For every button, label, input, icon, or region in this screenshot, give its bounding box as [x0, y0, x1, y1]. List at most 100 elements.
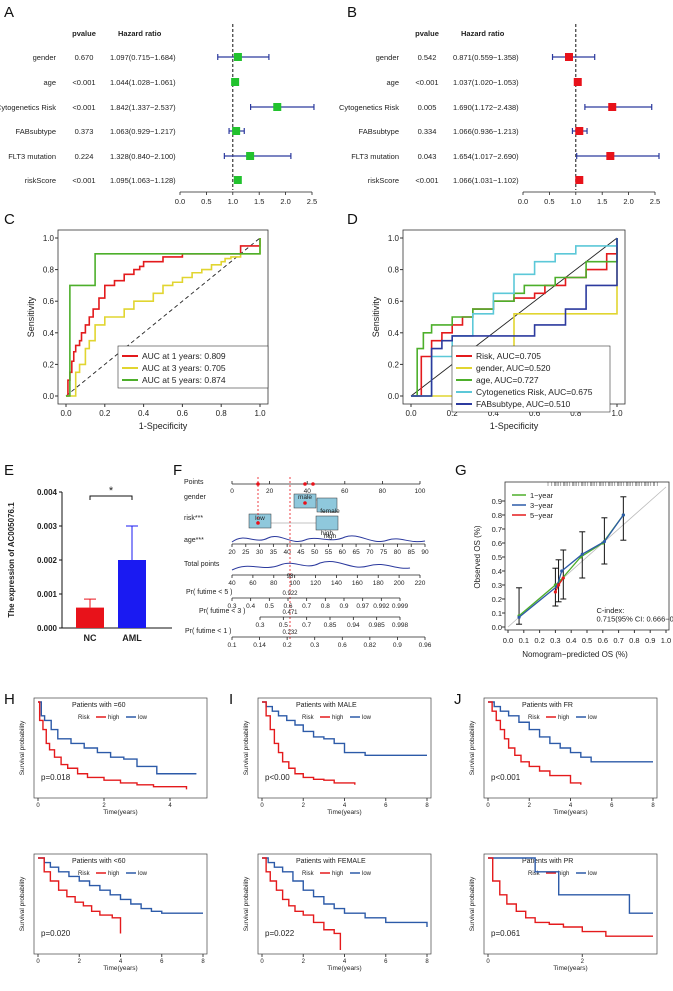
significance-bracket: [89, 495, 133, 500]
roc-y-tick-label: 0.4: [43, 329, 55, 338]
km-legend-low: low: [588, 871, 598, 877]
calib-y-tick-label: 0.6: [492, 539, 502, 548]
nomogram-total-density: [231, 561, 411, 571]
nomogram-box-label: high: [321, 530, 334, 537]
forest-point: [246, 152, 255, 160]
forest-row-label: FABsubtype: [16, 127, 56, 136]
km-y-label: Survival probability: [19, 720, 26, 775]
km-title: Patients with =60: [72, 702, 126, 709]
km-pvalue: p<0.001: [491, 773, 521, 782]
km-x-tick-label: 6: [384, 803, 388, 809]
nomogram-tick-label: 0.999: [392, 603, 409, 610]
nomogram-box-label: low: [255, 515, 265, 522]
km-plot-J2: Patients with PR Risk high low p=0.061 0 2Time…: [469, 853, 658, 972]
nomogram-tick-label: 65: [352, 549, 360, 556]
bar-category-label: NC: [84, 633, 97, 643]
forest-row-label: FLT3 mutation: [8, 152, 56, 161]
calib-point: [602, 540, 606, 544]
roc-legend-label: Cytogenetics Risk, AUC=0.675: [476, 387, 593, 397]
calib-x-tick-label: 0.2: [534, 636, 544, 645]
km-legend-title: Risk: [78, 871, 91, 877]
forest-point: [608, 103, 617, 111]
km-legend-title: Risk: [302, 871, 315, 877]
roc-y-tick-label: 0.2: [388, 360, 400, 369]
forest-row-hr-text: 1.690(1.172−2.438): [453, 103, 519, 112]
forest-row-pvalue: 0.043: [418, 152, 437, 161]
roc-x-tick-label: 0.4: [488, 409, 500, 418]
km-legend-low: low: [138, 871, 148, 877]
km-frame: [257, 853, 432, 955]
nomogram-highlight-total: 98: [287, 574, 294, 580]
nomogram-tick-label: 0.985: [369, 622, 386, 629]
km-curve-low: [262, 857, 428, 927]
km-x-tick-label: 8: [425, 803, 429, 809]
roc-x-tick-label: 0.8: [570, 409, 582, 418]
calibration-plot-G: 0.00.0 0.1 0.1 0.2 0.2 0.3 0.3 0.4 0.4 0.5 0.5 0.6 0…: [473, 481, 673, 659]
roc-curve: [66, 238, 261, 397]
forest-row-hr-text: 1.066(1.031−1.102): [453, 176, 519, 185]
forest-row-pvalue: 0.542: [418, 53, 437, 62]
km-legend-high: high: [108, 715, 119, 721]
calib-point: [580, 552, 584, 556]
km-title: Patients with MALE: [296, 702, 357, 709]
roc-y-tick-label: 1.0: [388, 234, 400, 243]
nomogram-tick-label: 75: [380, 549, 388, 556]
nomogram-tick-label: 100: [415, 488, 426, 495]
forest-x-tick-label: 0.0: [175, 197, 185, 206]
km-pvalue: p=0.061: [491, 929, 521, 938]
km-x-label: Time(years): [327, 809, 361, 816]
forest-row-hr-text: 1.066(0.936−1.213): [453, 127, 519, 136]
km-x-label: Time(years): [553, 965, 587, 972]
km-x-tick-label: 4: [343, 803, 347, 809]
calib-y-label: Observed OS (%): [473, 525, 482, 588]
forest-x-tick-label: 0.5: [201, 197, 211, 206]
significance-star: *: [109, 485, 114, 497]
km-y-label: Survival probability: [469, 720, 476, 775]
nomogram-tick-label: 30: [256, 549, 264, 556]
roc-y-tick-label: 1.0: [43, 234, 55, 243]
forest-point: [575, 127, 584, 135]
km-curve-low: [488, 857, 653, 914]
roc-plot-C: 0.0 0.0 0.2 0.2 0.4 0.4 0.6 0.6 0.8 0.8 1.0 1.0 1-Sp…: [26, 229, 269, 431]
km-legend-high: high: [332, 871, 343, 877]
nomogram-tick-label: 60: [341, 488, 349, 495]
km-x-tick-label: 8: [425, 959, 429, 965]
km-x-tick-label: 0: [36, 803, 40, 809]
calib-y-tick-label: 0.4: [492, 567, 502, 576]
panel-label-I: I: [229, 691, 233, 708]
bar: [118, 560, 146, 628]
km-x-tick-label: 2: [302, 803, 306, 809]
roc-y-tick-label: 0.6: [388, 297, 400, 306]
km-curve-high: [262, 857, 342, 950]
forest-row-hr-text: 1.097(0.715−1.684): [110, 53, 176, 62]
roc-y-tick-label: 0.0: [43, 392, 55, 401]
nomogram-tick-label: 80: [394, 549, 402, 556]
forest-x-tick-label: 2.0: [623, 197, 633, 206]
km-legend-high: high: [332, 715, 343, 721]
forest-row-label: Cytogenetics Risk: [0, 103, 56, 112]
nomogram-tick-label: 0: [230, 488, 234, 495]
forest-header-hr: Hazard ratio: [461, 29, 505, 38]
km-legend-high: high: [108, 871, 119, 877]
nomogram-box-label: female: [320, 508, 340, 515]
km-x-tick-label: 6: [384, 959, 388, 965]
km-y-label: Survival probability: [243, 720, 250, 775]
forest-row-pvalue: 0.334: [418, 127, 437, 136]
forest-header-pvalue: pvalue: [415, 29, 439, 38]
nomogram-tick-label: 25: [242, 549, 250, 556]
nomogram-box-low: [248, 513, 272, 529]
calib-x-tick-label: 1.0: [661, 636, 671, 645]
calib-series-line: [518, 514, 624, 618]
km-legend-title: Risk: [302, 715, 315, 721]
km-legend-low: low: [588, 715, 598, 721]
forest-x-tick-label: 1.5: [597, 197, 607, 206]
nomogram-tick-label: 220: [415, 580, 426, 587]
nomogram-row-label: Pr( futime < 1 ): [185, 628, 231, 635]
forest-row-label: FABsubtype: [359, 127, 399, 136]
km-curve-high: [488, 857, 653, 937]
km-plot-H1: Patients with =60 Risk high low p=0.018 0 2 4 Ti…: [19, 697, 208, 816]
bar-y-tick-label: 0.001: [37, 590, 58, 599]
nomogram-box-female: [316, 497, 338, 513]
forest-point: [273, 103, 282, 111]
nomogram-tick-label: 0.2: [283, 642, 292, 649]
